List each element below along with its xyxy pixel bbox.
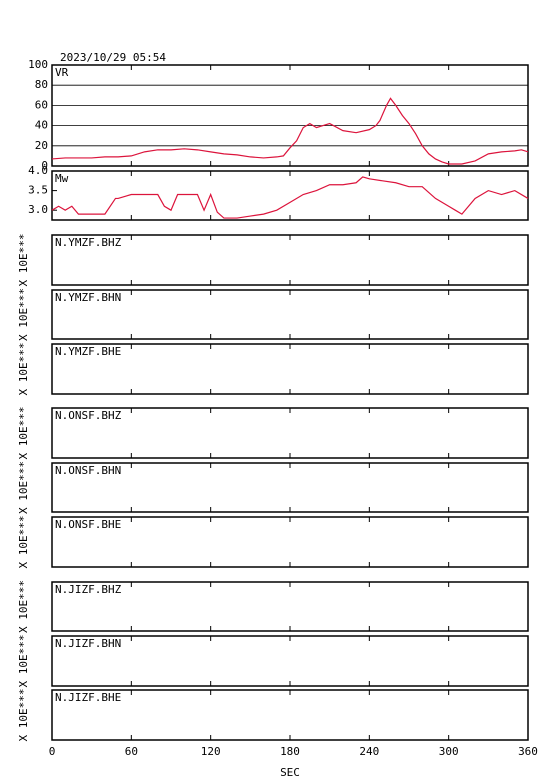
panel-label: N.JIZF.BHE [55,691,121,704]
y-axis-label: X 10E*** [17,234,30,287]
panel-label: N.JIZF.BHZ [55,583,122,596]
y-axis-label: X 10E*** [17,580,30,633]
panel-frame [51,170,529,221]
panel-frame [51,635,529,687]
chart-title: 2023/10/29 05:54 [60,51,166,64]
panel-label: VR [55,66,69,79]
x-tick-label: 180 [280,745,300,758]
panel-label: N.ONSF.BHE [55,518,121,531]
panel-label: N.ONSF.BHN [55,464,121,477]
panel-frame [51,289,529,340]
data-line [51,97,529,165]
x-tick-label: 60 [125,745,138,758]
y-axis-label: X 10E*** [17,461,30,514]
panel-label: N.YMZF.BHE [55,345,121,358]
panel-label: N.JIZF.BHN [55,637,121,650]
x-axis-label: SEC [280,766,300,779]
panel-frame [51,581,529,632]
y-axis-label: X 10E*** [17,407,30,460]
y-tick-label: 80 [35,78,48,91]
y-axis-label: X 10E*** [17,288,30,341]
panel-label: Mw [55,172,69,185]
x-tick-label: 360 [518,745,538,758]
x-tick-label: 120 [201,745,221,758]
y-tick-label: 40 [35,119,48,132]
y-axis-label: X 10E*** [17,689,30,742]
y-tick-label: 3.5 [28,184,48,197]
panel-label: N.YMZF.BHZ [55,236,122,249]
data-line [51,176,529,219]
y-tick-label: 4.0 [28,164,48,177]
y-tick-label: 60 [35,98,48,111]
panel-frame [51,689,529,741]
panel-frame [51,343,529,395]
panel-label: N.ONSF.BHZ [55,409,122,422]
y-tick-label: 20 [35,139,48,152]
y-tick-label: 3.0 [28,203,48,216]
x-tick-label: 300 [439,745,459,758]
y-tick-label: 0 [41,159,48,172]
panel-frame [51,234,529,286]
x-tick-label: 0 [49,745,56,758]
y-axis-label: X 10E*** [17,516,30,569]
panel-label: N.YMZF.BHN [55,291,121,304]
panel-frame [51,64,529,167]
x-tick-label: 240 [359,745,379,758]
panel-frame [51,462,529,513]
panel-frame [51,407,529,459]
panel-frame [51,516,529,568]
y-axis-label: X 10E*** [17,343,30,396]
y-axis-label: X 10E*** [17,635,30,688]
y-tick-label: 100 [28,58,48,71]
